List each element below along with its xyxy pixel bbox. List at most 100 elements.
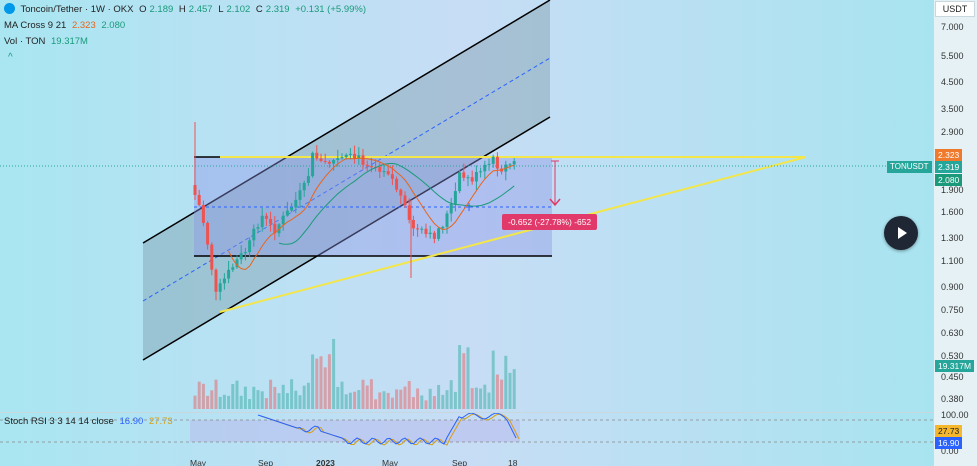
candle-body — [264, 215, 268, 219]
candle-body — [395, 178, 399, 190]
volume-bar — [227, 395, 231, 409]
volume-bar — [424, 400, 428, 409]
price-tick: 1.300 — [941, 233, 964, 243]
parallel-channel-fill — [143, 0, 550, 360]
high-label: H — [178, 4, 186, 15]
candle-body — [470, 177, 474, 182]
candle-body — [311, 152, 315, 177]
price-range-box[interactable] — [194, 157, 552, 256]
volume-bars — [193, 338, 516, 409]
measure-label[interactable]: -0.652 (-27.78%) -652 — [502, 214, 598, 230]
volume-bar — [235, 380, 239, 409]
volume-bar — [378, 392, 382, 409]
rising-trendline[interactable] — [219, 156, 807, 313]
chart-canvas[interactable]: + — [0, 0, 933, 466]
candle-body — [491, 156, 495, 164]
candle-body — [353, 153, 357, 159]
volume-bar — [264, 398, 268, 409]
candle-body — [231, 267, 235, 270]
low-value: 2.102 — [226, 4, 251, 15]
measure-arrow-head — [549, 198, 561, 207]
volume-bar — [210, 390, 214, 409]
volume-bar — [294, 390, 298, 409]
candle-body — [294, 199, 298, 208]
price-tick: 2.900 — [941, 127, 964, 137]
ma-fast-value: 2.323 — [71, 20, 96, 31]
volume-bar — [491, 350, 495, 409]
volume-bar — [311, 354, 315, 409]
volume-bar — [252, 386, 256, 409]
volume-bar — [365, 385, 369, 409]
candle-body — [319, 158, 323, 161]
candle-body — [290, 207, 294, 211]
channel-upper-line[interactable] — [142, 0, 551, 244]
ma-slow-line — [278, 162, 515, 245]
candle-body — [201, 204, 205, 223]
volume-bar — [428, 388, 432, 409]
candle-body — [210, 244, 214, 270]
candle-body — [462, 172, 466, 178]
candle-body — [474, 172, 478, 182]
price-tick: 0.900 — [941, 282, 964, 292]
volume-bar — [386, 392, 390, 409]
candle-body — [512, 161, 516, 165]
volume-bar — [399, 389, 403, 409]
ma-legend[interactable]: MA Cross 9 21 2.323 2.080 — [4, 20, 128, 31]
rsi-d-badge: 27.73 — [935, 425, 963, 437]
candle-body — [386, 171, 390, 175]
volume-legend[interactable]: Vol · TON 19.317M — [4, 36, 91, 47]
volume-bar — [407, 381, 411, 409]
candle-body — [487, 163, 491, 165]
play-button[interactable] — [884, 216, 918, 250]
symbol-tag: TONUSDT — [887, 161, 932, 173]
candle-body — [390, 174, 394, 179]
candle-body — [407, 205, 411, 220]
rsi-indicator-name: Stoch RSI 3 3 14 14 close — [4, 416, 114, 427]
volume-bar — [243, 386, 247, 409]
candle-body — [357, 155, 361, 159]
volume-bar — [348, 392, 352, 409]
volume-bar — [332, 338, 336, 409]
candle-body — [508, 164, 512, 166]
candle-body — [458, 172, 462, 192]
volume-bar — [248, 399, 252, 409]
price-axis[interactable] — [933, 0, 977, 466]
price-tick: 1.600 — [941, 207, 964, 217]
symbol-title[interactable]: Toncoin/Tether · 1W · OKX — [20, 4, 134, 15]
price-tick: 1.900 — [941, 185, 964, 195]
time-tick: May — [382, 458, 399, 466]
volume-bar — [432, 396, 436, 409]
candle-body — [441, 226, 445, 229]
candle-body — [365, 164, 369, 167]
candle-body — [479, 171, 483, 173]
candle-body — [332, 160, 336, 164]
pane-separator[interactable] — [0, 412, 933, 413]
rsi-band — [190, 420, 520, 442]
volume-bar — [500, 379, 504, 409]
candle-body — [298, 190, 302, 200]
open-value: 2.189 — [149, 4, 174, 15]
price-tick: 1.100 — [941, 256, 964, 266]
price-tick: 7.000 — [941, 22, 964, 32]
ma-indicator-name: MA Cross 9 21 — [4, 20, 67, 31]
volume-bar — [260, 391, 264, 409]
stoch-rsi-legend[interactable]: Stoch RSI 3 3 14 14 close 16.90 27.73 — [4, 416, 176, 427]
volume-bar — [231, 383, 235, 409]
currency-label[interactable]: USDT — [935, 1, 975, 17]
candle-body — [449, 203, 453, 214]
volume-bar — [474, 387, 478, 409]
volume-bar — [369, 379, 373, 409]
volume-bar — [470, 388, 474, 409]
price-tick: 0.450 — [941, 372, 964, 382]
volume-bar — [487, 392, 491, 409]
chart-background — [0, 0, 933, 466]
collapse-legend-icon[interactable]: ^ — [8, 52, 13, 63]
candle-body — [348, 153, 352, 155]
volume-bar — [285, 393, 289, 409]
volume-bar — [508, 372, 512, 409]
candle-body — [252, 228, 256, 241]
open-label: O — [139, 4, 147, 15]
volume-bar — [437, 384, 441, 409]
candle-body — [432, 232, 436, 239]
